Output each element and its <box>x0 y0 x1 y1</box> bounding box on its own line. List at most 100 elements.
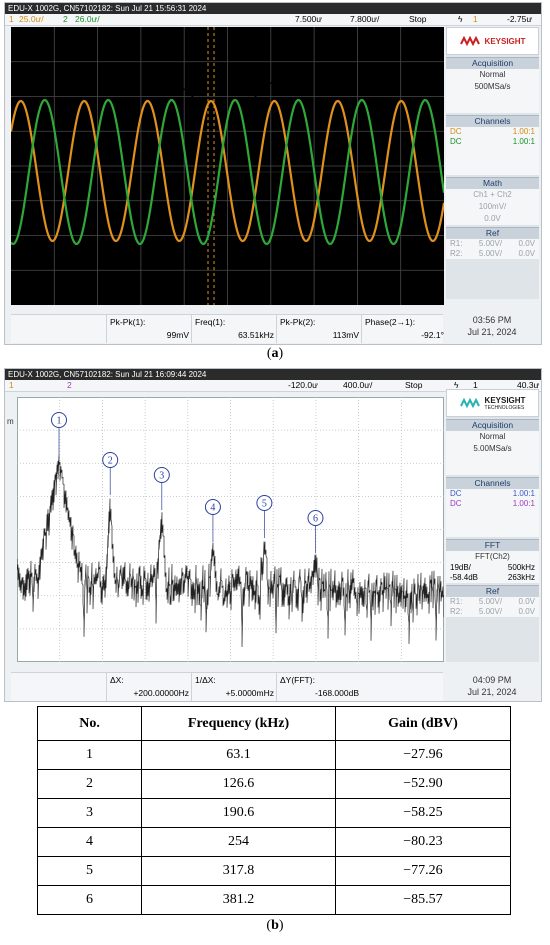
ch1-probe: 1.00:1 <box>512 489 535 498</box>
scope-status-line: 1 2 -120.0ư 400.0ư/ Stop ϟ 1 40.3ư <box>5 380 541 392</box>
trigger-channel[interactable]: 1 <box>473 380 478 390</box>
sample-rate: 500MSa/s <box>446 81 539 93</box>
channel-2-row[interactable]: DC 1.00:1 <box>446 137 539 147</box>
ref-r1-row: R1: 5.00V/0.0V <box>446 239 539 249</box>
ref-r1-row: R1: 5.00V/0.0V <box>446 597 539 607</box>
measurement-phase[interactable]: Phase(2→1): -92.1° <box>361 315 447 343</box>
waveform-v-in <box>9 99 446 243</box>
table-row: 5 317.8 −77.26 <box>36 856 512 886</box>
harmonic-marker-circle <box>307 510 324 526</box>
trigger-level[interactable]: -2.75ư <box>507 14 533 24</box>
ch2-probe: 1.00:1 <box>512 137 535 146</box>
channel-1-row[interactable]: DC 1.00:1 <box>446 489 539 499</box>
label-vin: vin <box>156 64 169 82</box>
table-row: 3 190.6 −58.25 <box>36 798 512 828</box>
harmonic-marker-label: 1 <box>57 416 62 427</box>
time-position[interactable]: 7.500ư <box>295 14 322 24</box>
harmonic-marker-circle <box>256 495 273 511</box>
channels-header[interactable]: Channels <box>446 477 539 489</box>
scope-clock: 04:09 PM Jul 21, 2024 <box>445 674 539 698</box>
ch1-probe: 1.00:1 <box>512 127 535 136</box>
time-scale[interactable]: 400.0ư/ <box>343 380 373 390</box>
caption-a: (a) <box>266 346 284 361</box>
keysight-wave-icon <box>459 397 480 409</box>
ch2-number[interactable]: 2 <box>67 380 72 390</box>
measurement-pkpk2[interactable]: Pk-Pk(2): 113mV <box>276 315 362 343</box>
table-row: 1 63.1 −27.96 <box>36 740 512 770</box>
side-panel: KEYSIGHT Acquisition Normal 500MSa/s Cha… <box>446 27 539 299</box>
ch2-scale[interactable]: 26.0ư/ <box>75 14 100 24</box>
fft-row-1: 19dB/500kHz <box>446 563 539 573</box>
measurement-delta-y[interactable]: ΔY(FFT): -168.000dB <box>276 673 362 701</box>
time-scale[interactable]: 7.800ư/ <box>350 14 380 24</box>
keysight-logo: KEYSIGHT <box>446 27 539 55</box>
measurement-freq1[interactable]: Freq(1): 63.51kHz <box>191 315 277 343</box>
channel-2-row[interactable]: DC 1.00:1 <box>446 499 539 509</box>
keysight-logo: KEYSIGHT TECHNOLOGIES <box>446 389 539 417</box>
measurement-inv-delta-x[interactable]: 1/ΔX: +5.0000mHz <box>191 673 277 701</box>
logo-text: KEYSIGHT <box>484 36 526 46</box>
run-state[interactable]: Stop <box>405 380 423 390</box>
measurement-bar: Pk-Pk(1): 99mV Freq(1): 63.51kHz Pk-Pk(2):… <box>11 314 444 343</box>
time-position[interactable]: -120.0ư <box>288 380 318 390</box>
arrow-vo3 <box>245 81 273 106</box>
harmonic-marker-label: 4 <box>210 503 215 514</box>
table-header-row: No. Frequency (kHz) Gain (dBV) <box>36 706 512 741</box>
math-scale: 100mV/ <box>446 201 539 213</box>
table-row: 6 381.2 −85.57 <box>36 885 512 915</box>
ch1-scale[interactable]: 25.0ư/ <box>19 14 44 24</box>
channels-header[interactable]: Channels <box>446 115 539 127</box>
label-vo3: vo3 <box>274 64 289 82</box>
trigger-channel[interactable]: 1 <box>473 14 478 24</box>
channel-1-row[interactable]: DC 1.00:1 <box>446 127 539 137</box>
scope-title-bar: EDU-X 1002G, CN57102182: Sun Jul 21 16:0… <box>5 369 541 380</box>
acquisition-header[interactable]: Acquisition <box>446 57 539 69</box>
acquisition-header[interactable]: Acquisition <box>446 419 539 431</box>
trigger-icon[interactable]: ϟ <box>458 14 463 24</box>
ref-header[interactable]: Ref <box>446 227 539 239</box>
math-expression: Ch1 + Ch2 <box>446 189 539 201</box>
harmonic-marker-circle <box>204 499 221 515</box>
measurement-bar: ΔX: +200.00000Hz 1/ΔX: +5.0000mHz ΔY(FFT):… <box>11 672 443 701</box>
waveform-v-o3 <box>10 98 446 246</box>
harmonic-marker-label: 6 <box>313 514 318 525</box>
harmonics-table: No. Frequency (kHz) Gain (dBV) 1 63.1 −27.… <box>36 706 512 915</box>
side-panel: KEYSIGHT TECHNOLOGIES Acquisition Normal … <box>446 389 539 662</box>
measurement-pkpk1[interactable]: Pk-Pk(1): 99mV <box>106 315 192 343</box>
clock-date: Jul 21, 2024 <box>467 327 517 337</box>
annotation-arrows <box>175 81 273 106</box>
logo-subtext: TECHNOLOGIES <box>484 404 525 411</box>
measurement-delta-x[interactable]: ΔX: +200.00000Hz <box>106 673 192 701</box>
fft-left-marker: m <box>7 417 14 426</box>
ref-r2-row: R2: 5.00V/0.0V <box>446 607 539 617</box>
scope-title-bar: EDU-X 1002G, CN57102182: Sun Jul 21 15:5… <box>5 3 541 14</box>
keysight-wave-icon <box>459 36 480 46</box>
fft-display: 1 2 3 4 5 6 <box>16 397 445 662</box>
ref-r2-row: R2: 5.00V/0.0V <box>446 249 539 259</box>
ch1-coupling: DC <box>450 489 462 498</box>
col-header-no: No. <box>36 706 143 741</box>
ch1-number[interactable]: 1 <box>9 380 14 390</box>
math-header[interactable]: Math <box>446 177 539 189</box>
trigger-level[interactable]: 40.3ư <box>517 380 540 390</box>
logo-text: KEYSIGHT <box>484 395 526 405</box>
waveform-display <box>9 27 446 305</box>
fft-source: FFT(Ch2) <box>446 551 539 563</box>
col-header-gain: Gain (dBV) <box>334 706 512 741</box>
ch1-coupling: DC <box>450 127 462 136</box>
math-offset: 0.0V <box>446 213 539 225</box>
fft-header[interactable]: FFT <box>446 539 539 551</box>
waveform-svg <box>9 27 446 305</box>
trigger-icon[interactable]: ϟ <box>454 380 459 390</box>
caption-b: (b) <box>266 918 284 933</box>
scope-status-line: 1 25.0ư/ 2 26.0ư/ 7.500ư 7.800ư/ Stop ϟ … <box>5 14 541 26</box>
run-state[interactable]: Stop <box>409 14 427 24</box>
ch2-number[interactable]: 2 <box>63 14 68 24</box>
ch2-probe: 1.00:1 <box>512 499 535 508</box>
ch1-number[interactable]: 1 <box>9 14 14 24</box>
harmonic-marker-label: 2 <box>108 456 113 467</box>
ref-header[interactable]: Ref <box>446 585 539 597</box>
fft-trace <box>16 454 445 648</box>
sample-rate: 5.00MSa/s <box>446 443 539 455</box>
ch2-coupling: DC <box>450 137 462 146</box>
